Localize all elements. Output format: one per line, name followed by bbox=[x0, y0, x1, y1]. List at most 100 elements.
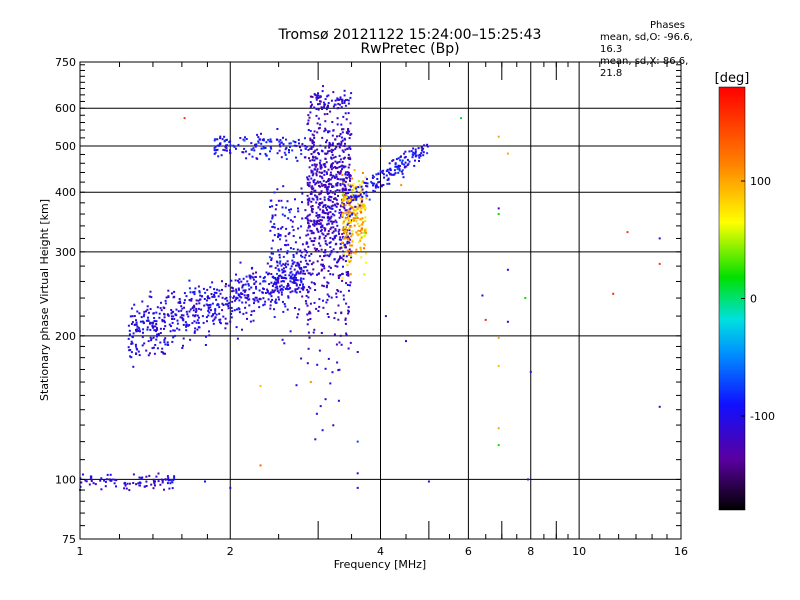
data-point bbox=[323, 170, 326, 173]
data-point bbox=[311, 95, 314, 98]
data-point bbox=[259, 464, 262, 467]
data-point bbox=[224, 285, 227, 288]
data-point bbox=[312, 172, 315, 175]
data-point bbox=[363, 247, 365, 250]
data-point bbox=[311, 141, 314, 144]
data-point bbox=[388, 182, 391, 185]
data-point bbox=[276, 285, 279, 288]
data-point bbox=[372, 176, 375, 178]
data-point bbox=[283, 267, 285, 270]
data-point bbox=[318, 214, 321, 216]
data-point bbox=[345, 229, 348, 232]
data-point bbox=[269, 300, 272, 303]
data-point bbox=[342, 115, 345, 118]
data-point bbox=[326, 113, 329, 115]
data-point bbox=[275, 298, 277, 301]
data-point bbox=[314, 289, 317, 291]
data-point bbox=[331, 153, 334, 156]
data-point bbox=[248, 153, 251, 156]
data-point bbox=[155, 323, 158, 325]
data-point bbox=[330, 164, 333, 167]
data-point bbox=[376, 178, 379, 180]
data-point bbox=[387, 177, 390, 180]
data-point bbox=[152, 326, 155, 329]
data-point bbox=[349, 207, 352, 210]
data-point bbox=[131, 335, 134, 338]
data-point bbox=[336, 182, 339, 184]
data-point bbox=[314, 438, 317, 441]
data-point bbox=[317, 152, 320, 154]
data-point bbox=[358, 183, 361, 186]
data-point bbox=[382, 184, 385, 186]
data-point bbox=[363, 273, 366, 276]
data-point bbox=[243, 289, 246, 292]
data-point bbox=[322, 299, 324, 302]
data-point bbox=[332, 273, 335, 276]
data-point bbox=[308, 181, 311, 184]
data-point bbox=[242, 277, 245, 280]
data-point bbox=[296, 270, 299, 273]
data-point bbox=[212, 313, 215, 316]
data-point bbox=[193, 320, 196, 323]
data-point bbox=[279, 274, 282, 277]
data-point bbox=[287, 296, 290, 299]
data-point bbox=[524, 297, 527, 299]
data-point bbox=[183, 117, 186, 120]
data-point bbox=[326, 284, 328, 287]
data-point bbox=[320, 164, 323, 167]
data-point bbox=[206, 320, 208, 323]
data-point bbox=[350, 219, 353, 222]
data-point bbox=[327, 185, 330, 188]
data-point bbox=[376, 185, 378, 188]
data-point bbox=[313, 168, 316, 171]
data-point bbox=[286, 308, 289, 311]
data-point bbox=[357, 206, 360, 209]
data-point bbox=[238, 281, 241, 284]
data-point bbox=[484, 318, 487, 321]
colorbar bbox=[718, 86, 746, 511]
data-point bbox=[183, 301, 186, 304]
x-tick-label: 8 bbox=[527, 545, 534, 558]
grid-lines bbox=[80, 62, 681, 539]
data-point bbox=[364, 261, 367, 264]
data-point bbox=[264, 147, 267, 149]
data-point bbox=[351, 239, 354, 242]
data-point bbox=[192, 291, 195, 294]
data-point bbox=[349, 96, 352, 99]
data-point bbox=[402, 176, 405, 179]
data-point bbox=[130, 323, 133, 325]
data-point bbox=[343, 231, 346, 234]
data-point bbox=[329, 166, 332, 169]
data-point bbox=[306, 218, 309, 221]
data-point bbox=[280, 275, 283, 278]
data-point bbox=[322, 101, 325, 104]
data-point bbox=[261, 291, 264, 294]
data-point bbox=[333, 236, 336, 238]
data-point bbox=[269, 138, 272, 141]
data-point bbox=[337, 194, 339, 197]
data-point bbox=[404, 150, 407, 153]
data-point bbox=[362, 221, 365, 224]
data-point bbox=[347, 312, 350, 315]
data-point bbox=[351, 211, 354, 214]
data-point bbox=[299, 260, 302, 263]
data-point bbox=[288, 149, 290, 151]
data-point bbox=[294, 307, 297, 309]
x-axis-title: Frequency [MHz] bbox=[334, 558, 426, 571]
data-point bbox=[350, 213, 353, 216]
data-point bbox=[310, 232, 313, 235]
data-point bbox=[337, 304, 340, 307]
data-point bbox=[307, 233, 310, 236]
data-point bbox=[197, 285, 200, 288]
x-tick-label: 10 bbox=[572, 545, 586, 558]
data-point bbox=[235, 273, 237, 276]
data-point bbox=[297, 227, 300, 230]
data-point bbox=[527, 478, 529, 481]
data-point bbox=[349, 244, 352, 247]
data-point bbox=[265, 271, 268, 274]
data-point bbox=[346, 217, 349, 220]
data-point bbox=[394, 162, 397, 165]
data-point bbox=[323, 173, 326, 176]
data-point bbox=[334, 176, 336, 179]
data-point bbox=[255, 271, 257, 274]
